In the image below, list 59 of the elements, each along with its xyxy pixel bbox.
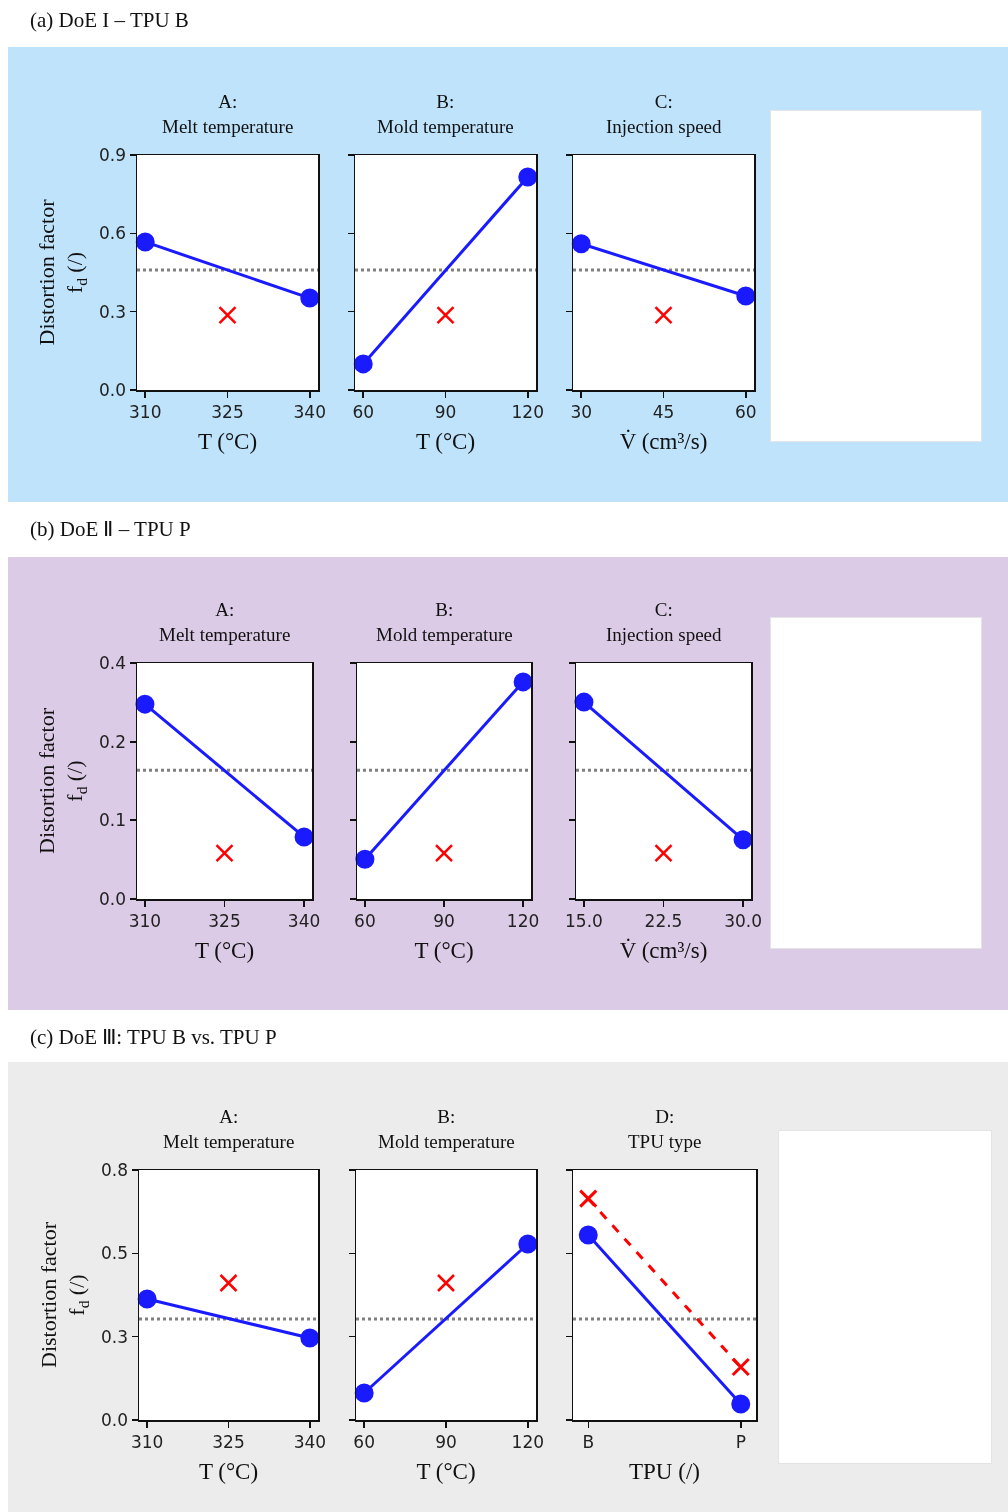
x-axis-title: TPU (/) [629, 1459, 700, 1485]
x-axis-title: T (°C) [194, 938, 255, 964]
y-tick-label: 0.3 [101, 1326, 129, 1347]
y-tick-label: 0.2 [99, 731, 127, 752]
chart-title: C: Injection speed [606, 599, 723, 645]
x-axis-title: T (°C) [198, 1459, 259, 1485]
x-tick-label: 45 [652, 401, 675, 422]
chart-title: B: Mold temperature [378, 1106, 515, 1152]
chart-title: A: Melt temperature [162, 91, 294, 137]
y-tick-label: 0.0 [99, 888, 127, 909]
x-tick-label: 310 [129, 401, 162, 422]
x-tick-label: 30 [570, 401, 593, 422]
chart-title: B: Mold temperature [377, 91, 514, 137]
text: (a) DoE I – TPU B [30, 8, 189, 33]
x-axis-title: V̇ (cm³/s) [619, 428, 708, 455]
text: (c) DoE Ⅲ: TPU B vs. TPU P [30, 1025, 277, 1050]
y-tick-label: 0.9 [99, 144, 127, 165]
text: (b) DoE Ⅱ – TPU P [30, 517, 191, 542]
y-tick-label: 0.6 [99, 223, 127, 244]
x-tick-label: 15.0 [565, 910, 603, 931]
chart-title: A: Melt temperature [159, 599, 291, 645]
y-tick-label: 0.3 [99, 301, 127, 322]
y-tick-label: 0.5 [101, 1243, 129, 1264]
x-axis-title: T (°C) [197, 429, 258, 455]
chart-title: D: TPU type [628, 1106, 702, 1152]
x-tick-label: 120 [511, 1431, 545, 1452]
x-tick-label: 340 [287, 910, 321, 931]
x-tick-label: 120 [506, 910, 540, 931]
x-tick-label: 22.5 [644, 910, 683, 931]
x-tick-label: 90 [433, 910, 455, 931]
x-tick-label: P [735, 1431, 746, 1452]
x-tick-label: 30.0 [724, 910, 762, 931]
x-tick-label: 60 [354, 910, 376, 931]
y-tick-label: 0.1 [99, 810, 127, 831]
x-axis-title: T (°C) [416, 1459, 476, 1485]
chart-title: C: Injection speed [606, 91, 723, 137]
x-tick-label: B [582, 1431, 595, 1452]
x-tick-label: 60 [353, 1431, 375, 1452]
x-tick-label: 60 [352, 401, 375, 422]
x-tick-label: 310 [128, 910, 162, 931]
y-tick-label: 0.4 [99, 652, 127, 673]
x-axis-title: T (°C) [415, 429, 476, 455]
x-axis-title: V̇ (cm³/s) [619, 937, 708, 964]
y-tick-label: 0.0 [99, 379, 127, 400]
x-axis-title: T (°C) [414, 938, 474, 964]
y-tick-label: 0.0 [101, 1409, 129, 1430]
x-tick-label: 340 [293, 401, 326, 422]
x-tick-label: 90 [434, 401, 457, 422]
x-tick-label: 325 [211, 401, 244, 422]
chart-title: B: Mold temperature [376, 599, 513, 645]
chart-title: A: Melt temperature [163, 1106, 295, 1152]
y-tick-label: 0.8 [101, 1159, 129, 1180]
x-tick-label: 325 [212, 1431, 245, 1452]
x-tick-label: 90 [435, 1431, 457, 1452]
x-tick-label: 340 [293, 1431, 327, 1452]
x-tick-label: 120 [511, 401, 544, 422]
x-tick-label: 325 [208, 910, 241, 931]
x-tick-label: 310 [130, 1431, 164, 1452]
x-tick-label: 60 [734, 401, 757, 422]
